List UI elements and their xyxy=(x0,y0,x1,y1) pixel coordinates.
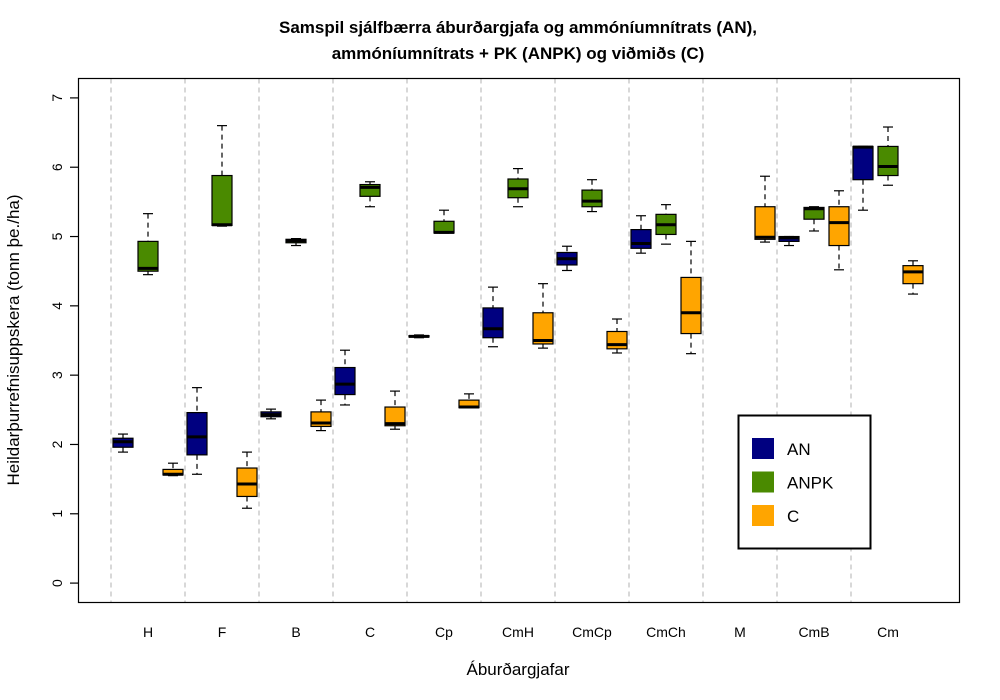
box-ANPK-F xyxy=(211,125,233,227)
box-iqr xyxy=(680,276,702,335)
y-axis-title: Heildarþurrefnisuppskera (tonn þe./ha) xyxy=(4,194,23,485)
box-iqr xyxy=(902,265,924,285)
box-iqr xyxy=(606,330,628,350)
box-C-Cm xyxy=(902,260,924,295)
box-iqr xyxy=(236,467,258,498)
box-ANPK-CmB xyxy=(803,206,825,232)
box-AN-F xyxy=(186,387,208,475)
box-AN-B xyxy=(260,408,282,420)
x-tick-label: Cm xyxy=(877,624,899,640)
legend: AN ANPK C xyxy=(737,414,872,550)
box-iqr xyxy=(754,206,776,240)
x-tick-label: B xyxy=(291,624,300,640)
y-tick-label: 0 xyxy=(49,579,65,587)
box-AN-Cp xyxy=(408,334,430,339)
box-iqr xyxy=(581,189,603,208)
x-tick-label: CmCh xyxy=(646,624,686,640)
y-tick-label: 2 xyxy=(49,440,65,448)
chart-title-line-2: ammóníumnítrats + PK (ANPK) og viðmiðs (… xyxy=(332,44,705,63)
box-ANPK-B xyxy=(285,238,307,247)
legend-label-C: C xyxy=(787,507,799,526)
box-C-CmB xyxy=(828,190,850,271)
y-tick-label: 5 xyxy=(49,232,65,240)
x-tick-label: CmH xyxy=(502,624,534,640)
box-C-F xyxy=(236,451,258,509)
y-tick-label: 3 xyxy=(49,371,65,379)
box-ANPK-C xyxy=(359,181,381,208)
box-iqr xyxy=(211,174,233,227)
box-AN-CmB xyxy=(778,235,800,247)
box-C-Cp xyxy=(458,393,480,409)
box-AN-H xyxy=(112,433,134,453)
box-C-M xyxy=(754,175,776,243)
box-iqr xyxy=(828,206,850,247)
box-C-B xyxy=(310,399,332,432)
box-iqr xyxy=(532,312,554,345)
box-iqr xyxy=(359,183,381,197)
x-tick-label: CmB xyxy=(798,624,829,640)
box-C-C xyxy=(384,390,406,430)
legend-swatch-C xyxy=(752,505,774,526)
box-ANPK-CmH xyxy=(507,168,529,208)
box-ANPK-CmCh xyxy=(655,204,677,245)
box-ANPK-H xyxy=(137,213,159,276)
box-AN-CmCp xyxy=(556,245,578,272)
legend-label-ANPK: ANPK xyxy=(787,474,834,493)
x-tick-label: H xyxy=(143,624,153,640)
plot-frame xyxy=(77,77,961,604)
y-axis: 0 1 2 3 4 5 6 7 xyxy=(49,94,79,587)
y-tick-label: 4 xyxy=(49,302,65,310)
x-tick-label: M xyxy=(734,624,746,640)
x-axis: H F B C Cp CmH CmCp CmCh M CmB Cm xyxy=(143,624,899,640)
legend-swatch-ANPK xyxy=(752,471,774,493)
box-iqr xyxy=(630,229,652,249)
box-C-CmCp xyxy=(606,318,628,354)
x-tick-label: CmCp xyxy=(572,624,612,640)
y-tick-label: 7 xyxy=(49,94,65,102)
box-C-H xyxy=(162,462,184,477)
box-AN-CmH xyxy=(482,286,504,348)
x-tick-label: C xyxy=(365,624,375,640)
box-ANPK-Cp xyxy=(433,209,455,234)
group-separators xyxy=(110,78,852,603)
chart-title-line-1: Samspil sjálfbærra áburðargjafa og ammón… xyxy=(279,18,757,37)
box-AN-C xyxy=(334,349,356,406)
box-C-CmH xyxy=(532,283,554,349)
box-iqr xyxy=(334,366,356,396)
box-iqr xyxy=(137,240,159,272)
x-tick-label: Cp xyxy=(435,624,453,640)
box-AN-Cm xyxy=(852,145,874,211)
y-tick-label: 1 xyxy=(49,510,65,518)
box-iqr xyxy=(877,145,899,177)
legend-label-AN: AN xyxy=(787,440,811,459)
box-iqr xyxy=(482,307,504,339)
y-tick-label: 6 xyxy=(49,163,65,171)
box-ANPK-Cm xyxy=(877,126,899,186)
box-ANPK-CmCp xyxy=(581,179,603,213)
boxes-layer xyxy=(112,125,924,509)
x-tick-label: F xyxy=(218,624,227,640)
box-iqr xyxy=(852,145,874,181)
box-C-CmCh xyxy=(680,240,702,355)
legend-swatch-AN xyxy=(752,438,774,459)
box-iqr xyxy=(384,406,406,427)
box-iqr xyxy=(186,411,208,456)
box-AN-CmCh xyxy=(630,215,652,254)
x-axis-title: Áburðargjafar xyxy=(466,660,569,679)
